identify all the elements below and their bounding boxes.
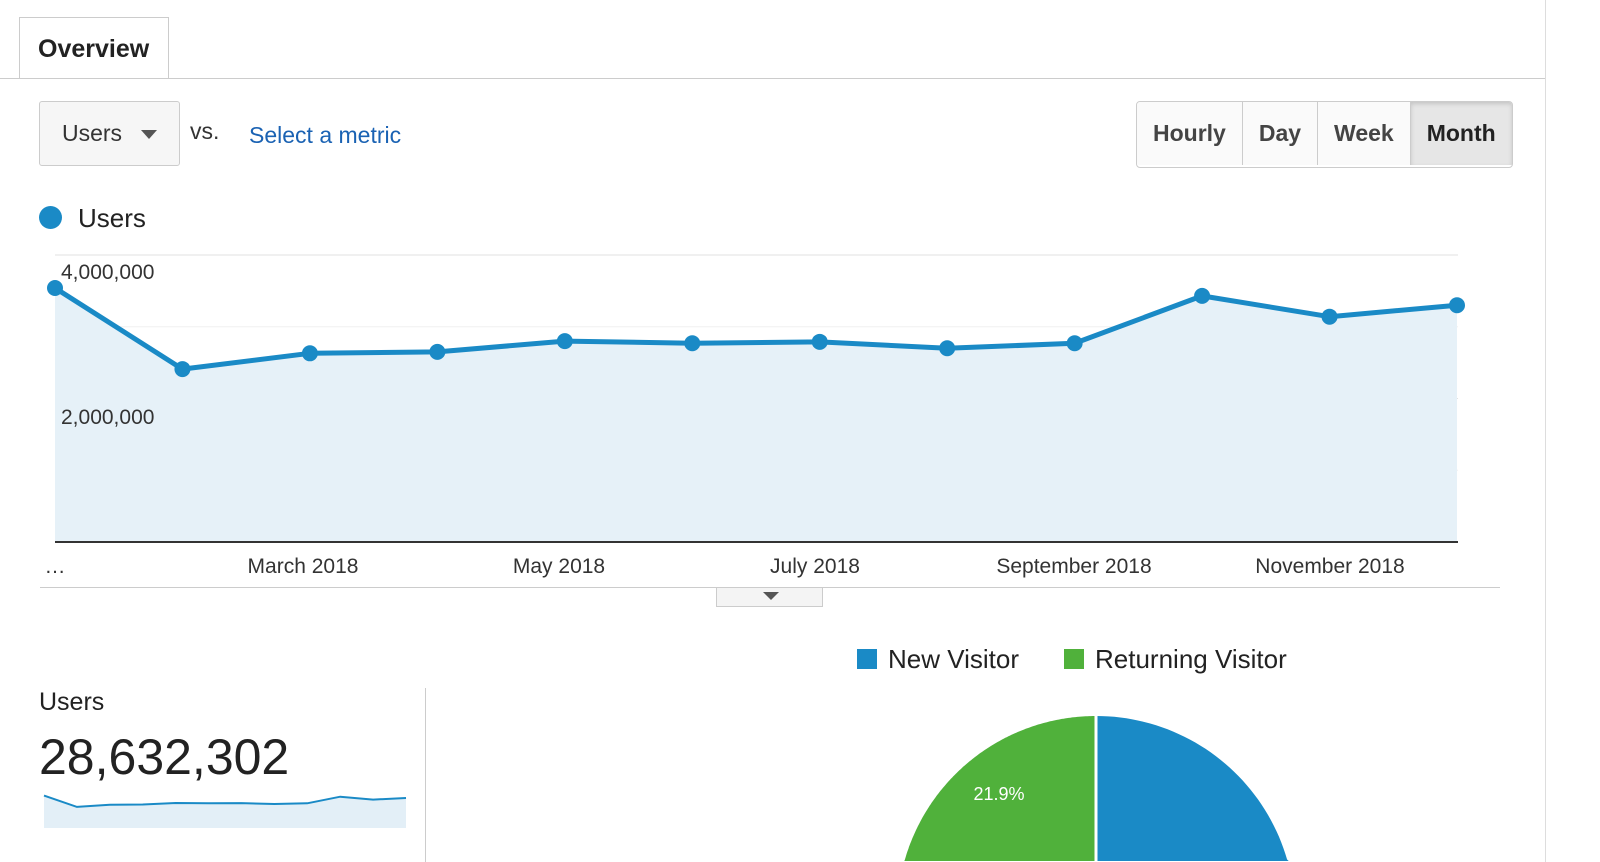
data-point: [939, 340, 956, 357]
data-point: [1066, 335, 1083, 352]
data-point: [47, 280, 63, 297]
summary-label: Users: [39, 688, 105, 716]
data-point: [811, 333, 828, 350]
data-point: [1449, 297, 1465, 314]
returning-visitor-swatch-icon: [1064, 649, 1084, 669]
legend-new-visitor: New Visitor: [888, 644, 1020, 674]
users-line-chart: [47, 254, 1465, 543]
data-point: [429, 343, 446, 360]
day-button[interactable]: Day: [1242, 102, 1319, 165]
pie-slice-returning-visitor: [900, 716, 1096, 861]
data-point: [1321, 308, 1338, 325]
pie-label-returning: 21.9%: [973, 784, 1024, 804]
legend-dot-icon: [39, 206, 62, 229]
chart-divider: [40, 587, 1500, 588]
data-point: [684, 335, 701, 352]
metric-label: Users: [62, 120, 123, 146]
x-tick-label: September 2018: [996, 555, 1152, 578]
chevron-down-icon: [141, 130, 157, 139]
data-point: [174, 361, 191, 378]
users-sparkline: [43, 794, 407, 828]
legend-returning-visitor: Returning Visitor: [1095, 644, 1287, 674]
metric-dropdown[interactable]: Users: [39, 101, 180, 166]
data-point: [1194, 287, 1211, 304]
summary-value: 28,632,302: [39, 729, 290, 785]
data-point: [556, 333, 573, 350]
visitor-pie-chart: 21.9%: [897, 716, 1295, 862]
select-metric-link[interactable]: Select a metric: [249, 122, 402, 148]
tab-divider: [0, 78, 1545, 79]
week-button[interactable]: Week: [1318, 102, 1411, 165]
x-tick-label: July 2018: [770, 555, 860, 578]
x-tick-label: March 2018: [247, 555, 359, 578]
summary-divider: [425, 688, 426, 862]
tab-overview[interactable]: Overview: [19, 17, 169, 79]
area-fill: [55, 288, 1457, 542]
collapse-chart-button[interactable]: [716, 588, 823, 607]
x-tick-label: November 2018: [1255, 555, 1405, 578]
series-line: [53, 285, 1458, 372]
x-tick-label: May 2018: [512, 555, 606, 578]
chart-legend-label: Users: [78, 203, 146, 233]
data-point: [301, 345, 318, 362]
x-tick-label: …: [44, 555, 66, 578]
granularity-toggle: Hourly Day Week Month: [1136, 101, 1513, 168]
chevron-down-icon: [763, 592, 779, 600]
y-tick-label: 2,000,000: [61, 406, 155, 429]
month-button[interactable]: Month: [1410, 102, 1512, 165]
vs-label: vs.: [190, 118, 220, 144]
y-tick-label: 4,000,000: [61, 261, 155, 284]
new-visitor-swatch-icon: [857, 649, 877, 669]
scrollbar-track[interactable]: [1545, 0, 1546, 862]
hourly-button[interactable]: Hourly: [1137, 102, 1243, 165]
